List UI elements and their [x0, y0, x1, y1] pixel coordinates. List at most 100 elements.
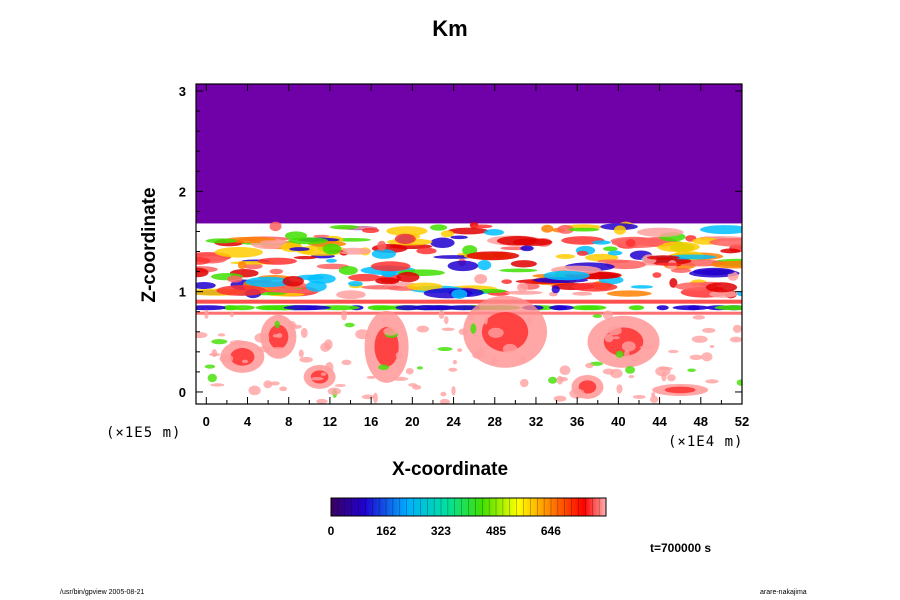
speckle: [412, 384, 422, 390]
turbulence-blob: [450, 235, 468, 240]
turbulence-blob: [709, 290, 738, 298]
turbulence-blob: [630, 285, 654, 289]
speckle: [612, 336, 620, 340]
speckle: [217, 333, 226, 337]
speckle: [625, 366, 636, 374]
speckle: [472, 350, 486, 360]
speckle: [451, 386, 456, 396]
turbulence-blob: [568, 227, 600, 232]
speckle: [274, 320, 280, 329]
speckle: [628, 375, 635, 379]
turbulence-blob: [611, 237, 664, 249]
speckle: [457, 348, 463, 352]
turbulence-blob: [613, 225, 627, 235]
turbulence-blob: [657, 241, 700, 253]
speckle: [441, 327, 455, 331]
turbulence-blob: [296, 274, 325, 281]
speckle: [692, 315, 706, 320]
speckle: [211, 338, 228, 345]
z-scale-factor-label: (×1E5 m): [106, 425, 182, 441]
y-tick-label: 0: [179, 385, 186, 400]
turbulence-blob: [337, 247, 372, 255]
turbulence-blob: [430, 237, 455, 248]
speckle: [366, 375, 376, 379]
turbulence-blob: [671, 267, 691, 273]
turbulence-blob: [361, 227, 380, 233]
speckle: [491, 356, 498, 366]
speckle: [320, 342, 331, 352]
turbulence-blob: [543, 270, 590, 281]
turbulence-blob: [269, 221, 282, 232]
speckle: [639, 345, 655, 349]
turbulence-blob: [257, 257, 298, 265]
x-tick-label: 44: [652, 414, 667, 429]
turbulence-blob: [325, 258, 337, 263]
speckle: [272, 333, 280, 338]
turbulence-blob: [555, 254, 575, 259]
turbulence-blob: [592, 240, 611, 245]
turbulence-blob: [322, 243, 342, 255]
turbulence-blob: [636, 227, 684, 237]
inversion-blob: [196, 305, 228, 311]
speckle: [729, 336, 742, 343]
turbulence-blob: [447, 260, 479, 272]
turbulence-blob: [377, 240, 387, 251]
y-tick-label: 1: [179, 285, 186, 300]
turbulence-blob: [505, 290, 543, 295]
inversion-lower-line: [196, 311, 742, 315]
inversion-blob: [579, 305, 607, 311]
turbulence-blob: [606, 290, 652, 297]
inversion-blob: [445, 305, 482, 311]
speckle: [257, 346, 272, 353]
speckle: [585, 362, 594, 369]
time-label: t=700000 s: [650, 541, 712, 555]
x-tick-label: 12: [323, 414, 337, 429]
speckle: [204, 364, 216, 369]
speckle: [320, 372, 327, 376]
colorbar-tick-label: 323: [431, 524, 451, 538]
speckle: [452, 359, 458, 365]
y-tick-label: 3: [179, 84, 186, 99]
speckle: [210, 383, 225, 387]
speckle: [691, 335, 708, 343]
speckle: [559, 365, 571, 375]
turbulence-blob: [214, 246, 263, 258]
speckle: [207, 373, 217, 383]
turbulence-blob: [348, 281, 363, 287]
speckle: [373, 392, 378, 404]
speckle: [229, 312, 234, 318]
turbulence-blob: [736, 291, 742, 297]
turbulence-blob: [406, 282, 443, 291]
speckle: [325, 361, 334, 373]
speckle: [556, 375, 564, 385]
inversion-line: [196, 299, 742, 304]
turbulence-blob: [484, 229, 504, 236]
turbulence-blob: [667, 254, 717, 260]
turbulence-blob: [293, 256, 317, 260]
speckle: [254, 332, 270, 343]
turbulence-blob: [448, 227, 489, 235]
speckle: [395, 351, 403, 359]
turbulence-blob: [282, 275, 304, 287]
turbulence-blob: [517, 282, 529, 293]
turbulence-blob: [501, 279, 513, 284]
turbulence-blob: [597, 259, 630, 264]
speckle: [341, 359, 352, 366]
speckle: [629, 354, 641, 362]
turbulence-blob: [520, 245, 534, 252]
upper-uniform-layer: [196, 84, 742, 224]
speckle: [488, 327, 504, 338]
speckle: [289, 324, 302, 329]
convective-cell-core: [578, 380, 597, 394]
inversion-blob: [549, 305, 574, 311]
turbulence-blob: [440, 230, 454, 238]
turbulence-blob: [288, 237, 329, 245]
speckle: [298, 349, 304, 358]
speckle: [520, 355, 526, 362]
inversion-blob: [283, 305, 331, 311]
speckle: [468, 314, 474, 321]
turbulence-blob: [305, 280, 327, 292]
speckle: [383, 327, 399, 336]
colorbar-tick-label: 162: [376, 524, 396, 538]
